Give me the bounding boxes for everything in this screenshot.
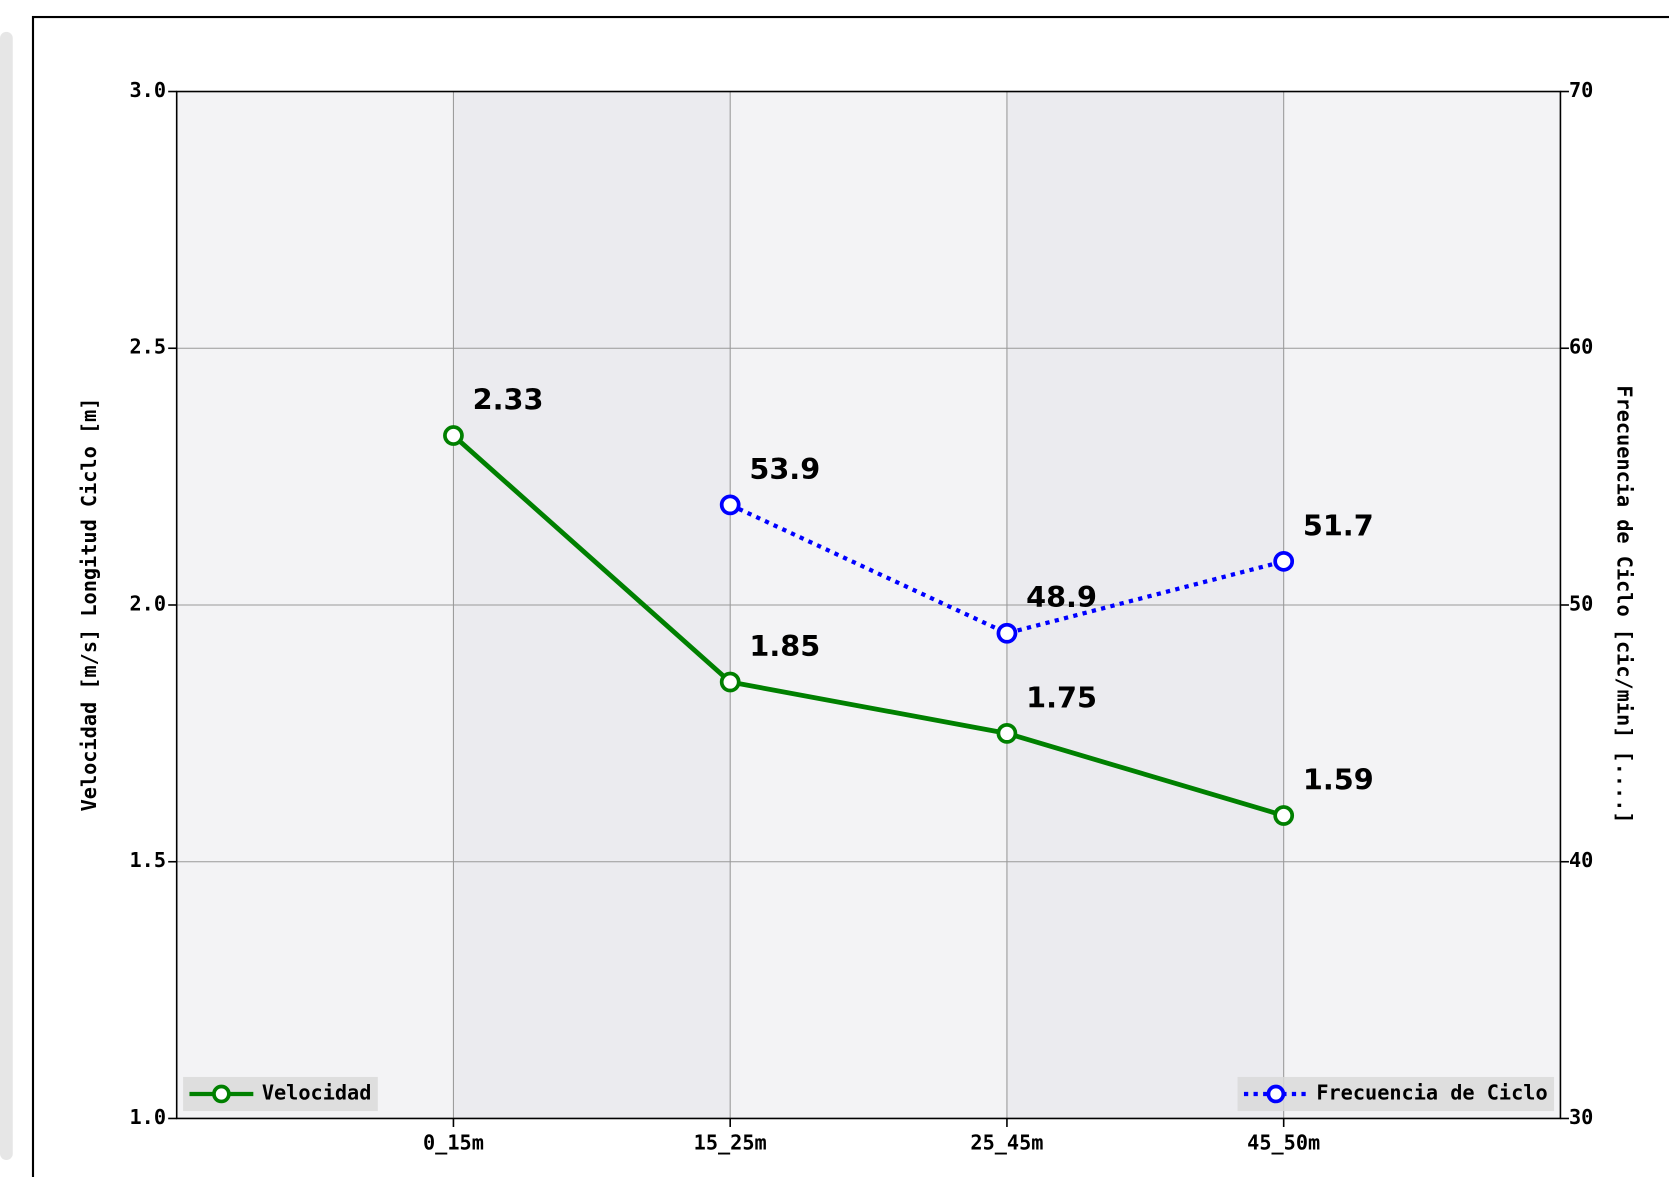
plot-border	[175, 90, 1562, 1120]
y2-tick-label: 50	[1569, 591, 1593, 615]
data-label: 51.7	[1303, 508, 1374, 542]
legend-label: Frecuencia de Ciclo	[1316, 1080, 1547, 1104]
data-label: 53.9	[749, 452, 820, 486]
data-label: 2.33	[473, 382, 544, 416]
series-line	[451, 433, 1285, 818]
legend-marker	[212, 1084, 231, 1104]
y-tick-label: 2.0	[130, 591, 167, 615]
y-tick-label: 1.5	[130, 848, 167, 872]
x-tick-label: 45_50m	[1247, 1131, 1320, 1155]
legend: Velocidad	[183, 1076, 378, 1112]
data-label: 1.59	[1303, 762, 1374, 796]
legend-box	[1237, 1076, 1555, 1112]
x-tick-label: 25_45m	[970, 1131, 1043, 1155]
y2-tick-label: 60	[1569, 335, 1593, 359]
legend-marker	[1266, 1084, 1286, 1104]
y-axis-label: Velocidad [m/s] Longitud Ciclo [m]	[77, 398, 101, 812]
y2-tick-label: 40	[1569, 848, 1593, 872]
data-point	[1273, 550, 1295, 572]
y-tick-label: 1.0	[130, 1105, 167, 1129]
data-point	[996, 622, 1018, 644]
data-label: 1.75	[1026, 680, 1097, 714]
y-tick-label: 3.0	[130, 78, 167, 102]
data-label: 1.85	[749, 629, 820, 663]
data-point	[1273, 805, 1295, 826]
y2-axis-label: Frecuencia de Ciclo [cic/min] [....]	[1613, 385, 1637, 823]
data-point	[996, 722, 1018, 744]
y2-tick-label: 70	[1569, 78, 1593, 102]
x-tick-label: 0_15m	[423, 1131, 484, 1155]
x-tick-label: 15_25m	[694, 1131, 767, 1155]
y-tick-label: 2.5	[130, 335, 167, 359]
legend: Frecuencia de Ciclo	[1237, 1076, 1555, 1112]
side-panel	[0, 31, 13, 1160]
data-point	[443, 425, 464, 446]
data-point	[719, 671, 741, 693]
y2-tick-label: 30	[1569, 1105, 1593, 1129]
data-label: 48.9	[1026, 580, 1097, 614]
data-point	[719, 494, 741, 516]
legend-label: Velocidad	[262, 1080, 372, 1104]
